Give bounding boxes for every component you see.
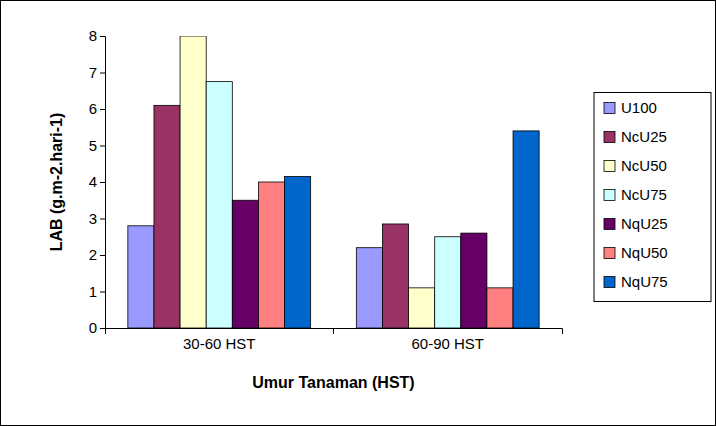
legend-swatch [604, 132, 615, 143]
y-tick-label: 0 [89, 319, 97, 336]
bar [128, 226, 154, 328]
bar [382, 224, 408, 328]
y-tick-mark [100, 36, 105, 37]
bar [409, 288, 435, 328]
y-tick: 8 [89, 27, 105, 44]
y-tick-mark [100, 146, 105, 147]
legend-swatch [604, 190, 615, 201]
category-separator [333, 328, 334, 334]
legend-swatch [604, 277, 615, 288]
x-tick: 60-90 HST [411, 328, 484, 352]
legend-swatch [604, 161, 615, 172]
legend-label: NcU50 [621, 157, 667, 174]
legend-swatch [604, 248, 615, 259]
y-tick-mark [100, 292, 105, 293]
y-tick-label: 2 [89, 246, 97, 263]
bar [258, 182, 284, 328]
bar [180, 36, 206, 328]
legend: U100 NcU25 NcU50 NcU75 NqU25 NqU50 NqU75 [594, 93, 711, 302]
y-tick: 0 [89, 319, 105, 336]
legend-entry: NcU75 [604, 186, 667, 203]
y-tick-mark [100, 109, 105, 110]
bar [487, 288, 513, 328]
y-axis: 0 1 2 3 4 5 6 7 8 [89, 27, 106, 336]
legend-entry: NqU25 [604, 215, 668, 232]
y-axis-title: LAB (g.m-2.hari-1) [48, 113, 65, 252]
x-tick-label: 30-60 HST [183, 335, 256, 352]
y-tick-label: 8 [89, 27, 97, 44]
legend-label: NqU25 [621, 215, 668, 232]
x-axis-line [106, 329, 563, 335]
y-tick-mark [100, 328, 105, 329]
legend-frame [594, 93, 711, 302]
bar [206, 82, 232, 328]
y-tick-label: 1 [89, 283, 97, 300]
bar [154, 105, 180, 328]
bar [285, 177, 311, 328]
legend-entry: NqU50 [604, 244, 668, 261]
y-tick: 2 [89, 246, 105, 263]
y-axis-line [100, 37, 106, 329]
legend-entry: NcU25 [604, 128, 667, 145]
x-tick-label: 60-90 HST [411, 335, 484, 352]
legend-swatch [604, 219, 615, 230]
bar [232, 200, 258, 328]
x-tick: 30-60 HST [183, 328, 256, 352]
legend-swatch [604, 103, 615, 114]
legend-label: NqU50 [621, 244, 668, 261]
bar [435, 237, 461, 328]
legend-label: NqU75 [621, 273, 668, 290]
y-tick-label: 7 [89, 64, 97, 81]
bars [128, 36, 539, 328]
y-tick: 5 [89, 137, 105, 154]
y-tick-label: 6 [89, 100, 97, 117]
y-tick: 6 [89, 100, 105, 117]
plot-area: 0 1 2 3 4 5 6 7 8 30-60 HST 60-90 HST [89, 27, 563, 352]
legend-label: U100 [621, 99, 657, 116]
chart-frame [1, 1, 716, 426]
legend-entry: NcU50 [604, 157, 667, 174]
y-tick-mark [100, 73, 105, 74]
y-tick: 4 [89, 173, 105, 190]
legend-entry: NqU75 [604, 273, 668, 290]
y-tick-label: 5 [89, 137, 97, 154]
y-tick: 1 [89, 283, 105, 300]
y-tick: 3 [89, 210, 105, 227]
bar [356, 248, 382, 328]
legend-entry: U100 [604, 99, 657, 116]
legend-label: NcU75 [621, 186, 667, 203]
x-axis-title: Umur Tanaman (HST) [252, 374, 414, 391]
bar [513, 131, 539, 328]
y-tick-label: 4 [89, 173, 97, 190]
y-tick: 7 [89, 64, 105, 81]
y-tick-mark [100, 255, 105, 256]
x-axis: 30-60 HST 60-90 HST [106, 328, 563, 352]
chart: 0 1 2 3 4 5 6 7 8 30-60 HST 60-90 HST Umur Tanaman … [0, 0, 716, 426]
legend-label: NcU25 [621, 128, 667, 145]
y-tick-mark [100, 219, 105, 220]
y-tick-label: 3 [89, 210, 97, 227]
y-tick-mark [100, 182, 105, 183]
bar [461, 233, 487, 328]
